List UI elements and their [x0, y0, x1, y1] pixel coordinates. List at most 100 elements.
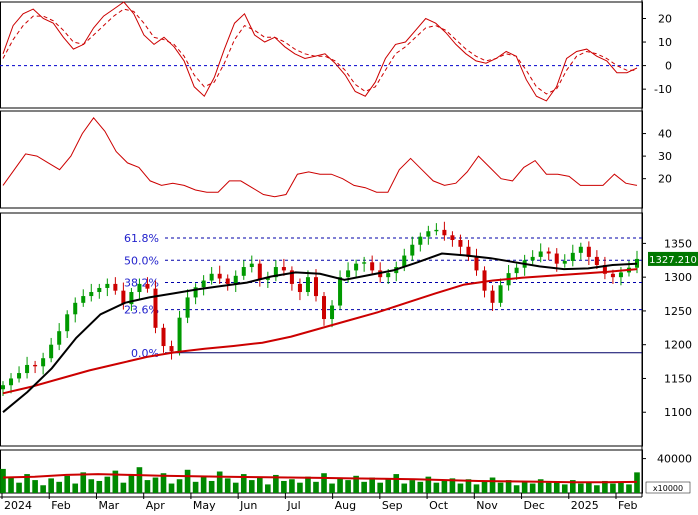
candle-body [370, 262, 375, 271]
price-tick-label: 1150 [664, 372, 692, 385]
candle-body [137, 283, 142, 293]
candle-body [578, 246, 583, 253]
candle-body [177, 317, 182, 352]
volume-bar [481, 481, 488, 493]
candle-body [538, 251, 543, 257]
x-tick-label: 2025 [571, 499, 599, 512]
volume-unit-label: x10000 [653, 484, 683, 493]
volume-bar [273, 474, 279, 493]
panel-frame-price [0, 212, 643, 447]
price-tick-label: 1300 [664, 271, 692, 284]
x-tick-label: Jul [286, 499, 300, 512]
volume-bar [40, 485, 46, 493]
fib-label: 38.2% [124, 277, 159, 290]
volume-bar [433, 482, 440, 493]
volume-bar [505, 480, 512, 493]
candle-body [410, 244, 415, 256]
volume-bar [8, 477, 14, 493]
candle-body [634, 258, 640, 268]
candle-body [418, 236, 423, 245]
oscillator-tick-label: 0 [665, 60, 672, 73]
x-tick-label: Jun [239, 499, 257, 512]
candle-body [169, 346, 174, 352]
candle-body [241, 267, 246, 276]
volume-bar [321, 473, 327, 493]
candle-body [346, 270, 351, 278]
volume-bar [72, 483, 79, 493]
candle-body [554, 253, 559, 264]
candle-body [305, 277, 310, 293]
volume-bar [417, 481, 424, 493]
price-tick-label: 1250 [664, 305, 692, 318]
candle-body [129, 292, 134, 305]
volume-bar [337, 478, 343, 493]
candle-body [49, 344, 54, 359]
volume-bar [561, 484, 568, 493]
volume-bar [537, 479, 544, 493]
volume-bar [232, 482, 239, 493]
volume-bar [610, 483, 616, 493]
candle-body [0, 385, 6, 390]
panel-frame-ind [0, 110, 643, 209]
volume-average-line [2, 473, 638, 484]
volume-bar [24, 474, 30, 493]
indicator-tick-label: 20 [658, 173, 672, 186]
candle-body [65, 314, 70, 332]
candle-body [618, 272, 623, 278]
candle-body [482, 270, 487, 291]
candle-body [322, 296, 327, 320]
volume-bar [224, 478, 231, 493]
candle-body [9, 378, 14, 386]
candle-body [97, 287, 102, 293]
volume-bar [425, 476, 432, 493]
fib-label: 23.6% [124, 304, 159, 317]
volume-bar [168, 483, 175, 493]
candle-body [442, 229, 447, 236]
candle-body [25, 364, 30, 374]
volume-bar [240, 474, 247, 493]
oscillator-series-1 [2, 1, 638, 102]
candle-body [33, 364, 38, 367]
volume-bar [473, 484, 480, 493]
fib-label: 61.8% [124, 232, 159, 245]
candle-body [153, 288, 158, 328]
oscillator-tick-label: -10 [654, 83, 672, 96]
volume-bar [553, 481, 560, 493]
candle-body [121, 290, 126, 305]
volume-bar [489, 477, 496, 493]
volume-bar [521, 480, 528, 493]
price-tick-label: 1350 [664, 237, 692, 250]
fib-label: 50.0% [124, 254, 159, 267]
volume-bar [586, 482, 592, 493]
volume-bar [16, 482, 22, 493]
volume-bar [369, 477, 375, 493]
candle-body [586, 246, 591, 257]
candle-body [354, 263, 359, 271]
candle-body [281, 267, 286, 271]
candle-body [313, 277, 318, 297]
volume-bar [513, 485, 520, 493]
last-price-badge [648, 251, 698, 266]
volume-bar [0, 468, 6, 493]
x-tick-label: Aug [335, 499, 356, 512]
volume-bar [353, 475, 359, 493]
volume-bar [184, 469, 191, 493]
volume-bar [120, 482, 127, 493]
last-price-label: 1327.210 [649, 255, 697, 266]
candle-body [610, 273, 615, 278]
candle-body [249, 263, 254, 268]
volume-bar [208, 480, 215, 493]
candle-body [297, 283, 302, 293]
volume-bar [160, 473, 167, 493]
candle-body [546, 251, 551, 254]
volume-bar [56, 481, 62, 493]
indicator-tick-label: 30 [658, 150, 672, 163]
candle-body [530, 256, 535, 261]
volume-bar [136, 467, 143, 493]
volume-bar [257, 477, 263, 493]
volume-bar [313, 481, 319, 493]
candle-body [402, 255, 407, 268]
candle-body [426, 231, 431, 237]
oscillator-series-2 [2, 8, 637, 95]
x-tick-label: 2024 [4, 499, 32, 512]
